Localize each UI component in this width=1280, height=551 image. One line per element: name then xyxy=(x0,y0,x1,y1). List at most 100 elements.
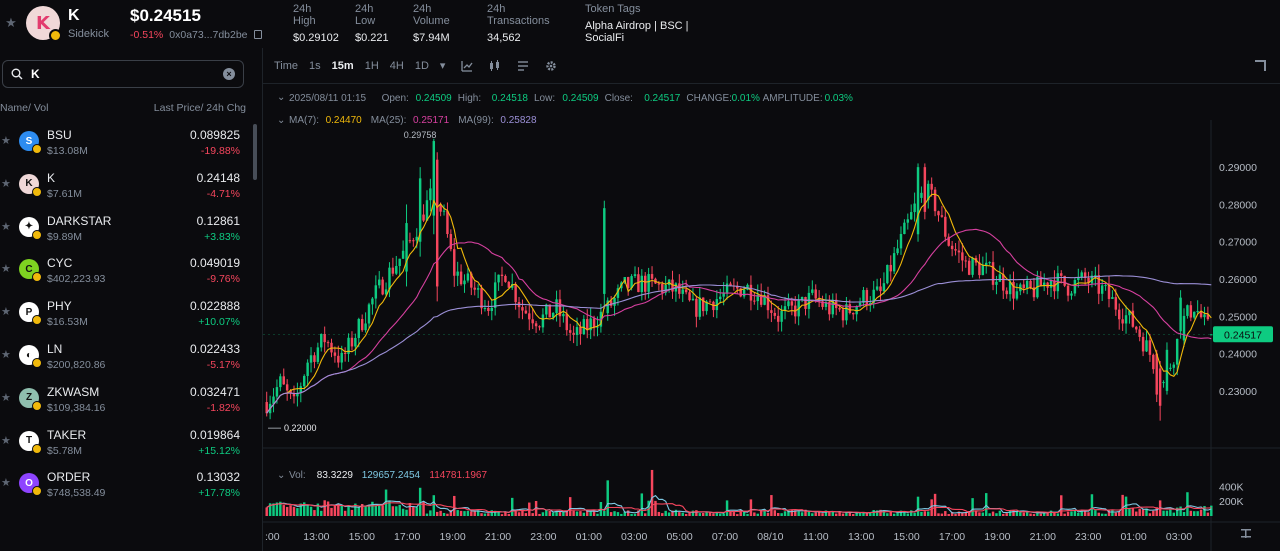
candle xyxy=(1148,340,1152,355)
col-name-vol[interactable]: Name/ Vol xyxy=(0,102,49,114)
list-scrollbar[interactable] xyxy=(253,124,257,180)
search-box[interactable]: × xyxy=(2,60,244,88)
volume-bar xyxy=(817,511,821,516)
price-tick-label: 0.23000 xyxy=(1219,386,1257,398)
token-row-zkwasm[interactable]: ★ Z ZKWASM $109,384.16 0.032471 -1.82% xyxy=(0,383,246,425)
candle xyxy=(572,332,575,335)
candle xyxy=(504,275,507,282)
candle-type-icon[interactable] xyxy=(489,59,501,72)
favorite-star-icon[interactable]: ★ xyxy=(5,15,17,30)
interval-1d[interactable]: 1D xyxy=(414,59,429,72)
volume-bar xyxy=(681,512,684,516)
volume-bar xyxy=(432,495,436,516)
ma25-line xyxy=(266,228,1212,414)
candle xyxy=(1066,285,1070,296)
favorite-star-icon[interactable]: ★ xyxy=(1,263,11,276)
favorite-star-icon[interactable]: ★ xyxy=(1,477,11,490)
volume-bar xyxy=(282,505,285,516)
volume-bar xyxy=(930,499,933,516)
favorite-star-icon[interactable]: ★ xyxy=(1,349,11,361)
token-row-change: +3.83% xyxy=(204,230,240,243)
volume-bar xyxy=(855,512,858,516)
volume-bar xyxy=(780,513,783,516)
volume-bar xyxy=(1080,509,1083,516)
candle xyxy=(534,323,538,327)
volume-bar xyxy=(1029,513,1032,516)
candle xyxy=(1107,285,1111,299)
token-row-order[interactable]: ★ O ORDER $748,538.49 0.13032 +17.78% xyxy=(0,468,246,510)
interval-4h[interactable]: 4H xyxy=(389,59,404,72)
ohlc-legend-item: Open: xyxy=(382,93,409,104)
token-logo: K xyxy=(26,6,62,42)
volume-bar xyxy=(1141,509,1145,516)
candle xyxy=(1073,280,1077,294)
volume-bar xyxy=(606,480,609,516)
interval-15m[interactable]: 15m xyxy=(331,59,354,72)
interval-1s[interactable]: 1s xyxy=(309,59,321,72)
volume-bar xyxy=(691,510,695,516)
candle xyxy=(306,362,309,376)
volume-bar xyxy=(647,500,650,516)
volume-bar xyxy=(671,510,674,516)
token-row-ln[interactable]: ★ ◐ LN $200,820.86 0.022433 -5.17% xyxy=(0,340,246,382)
token-row-phy[interactable]: ★ P PHY $16.53M 0.022888 +10.07% xyxy=(0,297,246,339)
token-row-k[interactable]: ★ K K $7.61M 0.24148 -4.71% xyxy=(0,169,246,211)
fullscreen-icon[interactable] xyxy=(1255,60,1266,71)
copy-icon[interactable] xyxy=(253,30,262,39)
volume-bar xyxy=(1107,509,1111,516)
x-tick-label: :00 xyxy=(265,531,280,543)
candle xyxy=(343,352,347,354)
candle xyxy=(589,318,592,331)
favorite-star-icon[interactable]: ★ xyxy=(1,135,11,147)
price-tick-label: 0.27000 xyxy=(1219,237,1257,249)
favorite-star-icon[interactable]: ★ xyxy=(1,177,11,190)
candle xyxy=(1128,310,1131,316)
settings-gear-icon[interactable] xyxy=(545,60,557,72)
candle xyxy=(811,289,814,293)
price-tick-label: 0.24000 xyxy=(1219,349,1257,361)
volume-bar xyxy=(459,510,463,516)
volume-bar xyxy=(800,512,804,516)
token-price: $0.24515 xyxy=(130,5,201,25)
volume-bar xyxy=(804,509,807,516)
layout-icon[interactable] xyxy=(517,60,529,72)
token-row-volume: $13.08M xyxy=(47,145,88,157)
candle xyxy=(661,283,664,293)
favorite-star-icon[interactable]: ★ xyxy=(1,220,11,233)
candle xyxy=(1117,309,1121,320)
candle xyxy=(1039,276,1043,287)
favorite-star-icon[interactable]: ★ xyxy=(1,434,11,447)
favorite-star-icon[interactable]: ★ xyxy=(1,391,11,404)
token-icon-glyph: P xyxy=(25,306,33,318)
favorite-star-icon[interactable]: ★ xyxy=(1,306,11,319)
candle xyxy=(930,183,933,190)
token-row-bsu[interactable]: ★ S BSU $13.08M 0.089825 -19.88% xyxy=(0,126,246,168)
col-price-chg[interactable]: Last Price/ 24h Chg xyxy=(153,102,246,114)
candlestick-chart[interactable]: 0.29000 0.28000 0.27000 0.26000 0.25000 0.240… xyxy=(263,84,1280,551)
token-row-price: 0.022433 xyxy=(189,342,240,356)
interval-1h[interactable]: 1H xyxy=(364,59,379,72)
volume-bar xyxy=(616,512,620,516)
candle xyxy=(1199,311,1203,318)
ma-collapse-icon: ⌄ xyxy=(277,115,285,126)
volume-bar xyxy=(678,512,681,516)
candle xyxy=(1138,329,1141,337)
search-input[interactable] xyxy=(31,67,211,81)
x-tick-label: 03:00 xyxy=(1166,531,1192,543)
volume-bar xyxy=(633,513,637,516)
candle xyxy=(292,393,296,397)
token-row-taker[interactable]: ★ T TAKER $5.78M 0.019864 +15.12% xyxy=(0,426,246,468)
token-row-darkstar[interactable]: ★ ✦ DARKSTAR $9.89M 0.12861 +3.83% xyxy=(0,212,246,254)
candle xyxy=(596,326,599,328)
volume-bar xyxy=(831,511,835,516)
volume-bar xyxy=(1199,509,1203,516)
clear-search-icon[interactable]: × xyxy=(223,68,235,80)
candle xyxy=(473,287,476,290)
interval-dropdown-icon[interactable]: ▾ xyxy=(439,60,446,72)
volume-bar xyxy=(828,511,831,516)
token-row-name: PHY xyxy=(47,299,72,314)
indicator-icon[interactable] xyxy=(461,60,473,72)
candle xyxy=(708,301,712,303)
token-row-cyc[interactable]: ★ C CYC $402,223.93 0.049019 -9.76% xyxy=(0,254,246,296)
token-row-volume: $748,538.49 xyxy=(47,487,106,500)
